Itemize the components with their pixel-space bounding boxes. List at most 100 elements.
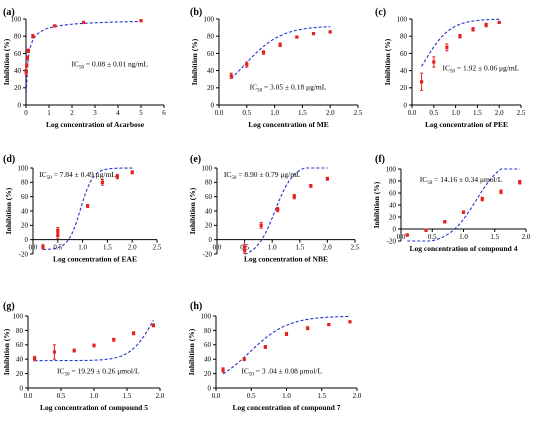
ic50-annotation: IC50 = 7.84 ± 0.49 μg/mL	[39, 170, 116, 181]
x-tick-label: 1.5	[298, 109, 307, 117]
panel-label: (h)	[190, 301, 202, 312]
y-tick-label: -20	[203, 250, 213, 258]
y-axis-title: Inhibition (%)	[188, 187, 197, 234]
x-tick-label: 1.0	[270, 109, 279, 117]
x-tick-label: 0.0	[213, 244, 222, 252]
y-tick-label: 0	[18, 101, 22, 109]
data-point	[115, 175, 119, 179]
data-point	[33, 356, 37, 361]
x-tick-label: 1.0	[459, 233, 468, 241]
data-point	[325, 177, 329, 181]
y-tick-label: 60	[14, 50, 22, 58]
data-point	[243, 248, 247, 253]
x-tick-label: 0.0	[397, 233, 406, 241]
chart-panel-a: (a) 0 20 40 60 80 100 0 1 2 3 4 5 6 Log concentration …	[2, 7, 166, 129]
y-tick-label: 40	[400, 67, 408, 75]
x-axis-title: Log concentration of ME	[248, 120, 329, 129]
data-point	[327, 323, 331, 327]
x-tick-label: 2.0	[323, 244, 332, 252]
data-point	[328, 30, 332, 34]
data-point	[471, 27, 475, 31]
x-tick-label: 0.0	[29, 244, 38, 252]
x-tick-label: 1.5	[317, 392, 326, 400]
ic50-annotation: IC50 = 14.16 ± 0.34 μmol/L	[420, 175, 503, 186]
y-axis-title: Inhibition (%)	[2, 328, 11, 375]
chart-panel-e: (e)-200204060801000.00.51.01.52.02.5Log …	[188, 154, 360, 264]
data-point	[25, 56, 29, 60]
y-tick-label: 100	[202, 164, 213, 172]
x-tick-label: 1.0	[90, 392, 99, 400]
y-tick-label: 20	[16, 370, 24, 378]
ic50-value: = 0.08 ± 0.01 ng/mL	[84, 59, 148, 68]
data-point	[259, 223, 263, 227]
ic50-value: = 8.90 ± 0.79 μg/mL	[236, 170, 301, 179]
y-tick-label: 80	[14, 33, 22, 41]
x-tick-label: 2.5	[354, 109, 363, 117]
ic50-subscript: 50	[450, 70, 456, 75]
y-tick-label: 80	[16, 327, 24, 335]
fit-curve	[42, 167, 133, 251]
fit-curve	[244, 167, 328, 255]
x-tick-label: 0.0	[215, 109, 224, 117]
data-point	[263, 345, 267, 349]
y-tick-label: 40	[205, 207, 213, 215]
y-tick-label: 80	[204, 327, 212, 335]
data-point	[295, 35, 299, 39]
y-tick-label: 60	[21, 193, 29, 201]
ic50-subscript: 50	[427, 181, 433, 186]
ic50-value: = 1.92 ± 0.06 μg/mL	[455, 64, 520, 73]
y-axis-title: Inhibition (%)	[187, 328, 196, 375]
ic50-prefix: IC	[443, 64, 451, 73]
y-tick-label: 20	[389, 213, 397, 221]
data-point	[56, 228, 60, 232]
data-point	[292, 195, 296, 199]
data-point	[499, 190, 503, 194]
x-axis-title: Log concentration of PEE	[425, 120, 508, 129]
ic50-subscript: 50	[231, 176, 237, 181]
x-tick-label: 2.0	[495, 109, 504, 117]
x-tick-label: 0	[24, 109, 28, 117]
y-tick-label: -20	[19, 250, 29, 258]
data-point	[112, 338, 116, 342]
y-axis-title: Inhibition (%)	[383, 38, 392, 85]
y-tick-label: 0	[393, 225, 397, 233]
ic50-subscript: 50	[257, 89, 263, 94]
y-tick-label: 100	[201, 312, 212, 320]
data-point	[52, 350, 56, 354]
y-axis-title: Inhibition (%)	[4, 187, 13, 234]
data-point	[92, 343, 96, 348]
ic50-annotation: IC50 = 1.92 ± 0.06 μg/mL	[443, 64, 520, 75]
panel-label: (f)	[375, 154, 385, 165]
y-tick-label: 0	[20, 384, 24, 392]
data-point	[31, 34, 35, 38]
data-point	[445, 45, 449, 49]
data-point	[480, 197, 484, 201]
x-tick-label: 2.0	[326, 109, 335, 117]
data-point	[229, 74, 233, 78]
x-tick-label: 0.5	[57, 392, 66, 400]
ic50-value: = 3 .04 ± 0.08 μmol/L	[254, 367, 323, 376]
ic50-prefix: IC	[420, 175, 428, 184]
x-tick-label: 6	[162, 109, 166, 117]
x-axis-title: Log concentration of compound 5	[40, 403, 148, 412]
x-tick-label: 1.5	[123, 392, 132, 400]
y-tick-label: 40	[21, 207, 29, 215]
ic50-annotation: IC50 = 3 .04 ± 0.08 μmol/L	[241, 367, 322, 378]
y-tick-label: 100	[11, 15, 22, 23]
panel-label: (c)	[375, 7, 386, 18]
data-point	[405, 233, 409, 237]
y-tick-label: 0	[404, 101, 408, 109]
y-tick-label: 20	[207, 84, 215, 92]
y-axis-title: Inhibition (%)	[372, 181, 381, 228]
y-tick-label: 100	[13, 312, 24, 320]
data-point	[81, 20, 86, 25]
y-axis-title: Inhibition (%)	[2, 38, 11, 85]
x-axis-title: Log concentration of compound 7	[233, 403, 341, 412]
x-tick-label: 2.5	[351, 244, 360, 252]
ic50-prefix: IC	[241, 367, 249, 376]
ic50-prefix: IC	[39, 170, 47, 179]
y-tick-label: 20	[14, 84, 22, 92]
data-point	[151, 323, 155, 327]
y-tick-label: 40	[204, 356, 212, 364]
